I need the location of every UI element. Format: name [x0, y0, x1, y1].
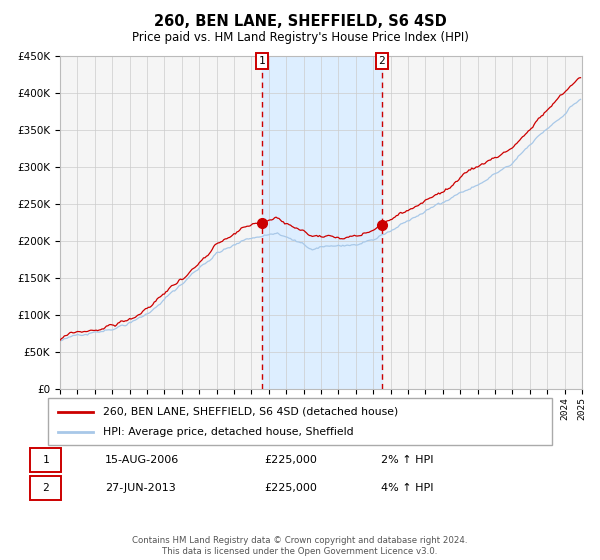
Text: 27-JUN-2013: 27-JUN-2013	[105, 483, 176, 493]
Text: 260, BEN LANE, SHEFFIELD, S6 4SD: 260, BEN LANE, SHEFFIELD, S6 4SD	[154, 14, 446, 29]
Text: 260, BEN LANE, SHEFFIELD, S6 4SD (detached house): 260, BEN LANE, SHEFFIELD, S6 4SD (detach…	[103, 407, 398, 417]
Text: HPI: Average price, detached house, Sheffield: HPI: Average price, detached house, Shef…	[103, 427, 354, 437]
Bar	[262, 56, 382, 389]
Text: 15-AUG-2006: 15-AUG-2006	[105, 455, 179, 465]
Text: £225,000: £225,000	[264, 483, 317, 493]
Text: 4% ↑ HPI: 4% ↑ HPI	[381, 483, 433, 493]
Text: 2: 2	[42, 483, 49, 493]
FancyBboxPatch shape	[48, 398, 552, 445]
Text: 2% ↑ HPI: 2% ↑ HPI	[381, 455, 433, 465]
Text: £225,000: £225,000	[264, 455, 317, 465]
Text: Price paid vs. HM Land Registry's House Price Index (HPI): Price paid vs. HM Land Registry's House …	[131, 31, 469, 44]
Text: 1: 1	[259, 56, 266, 66]
Text: Contains HM Land Registry data © Crown copyright and database right 2024.
This d: Contains HM Land Registry data © Crown c…	[132, 536, 468, 556]
Text: 2: 2	[379, 56, 385, 66]
Text: 1: 1	[42, 455, 49, 465]
